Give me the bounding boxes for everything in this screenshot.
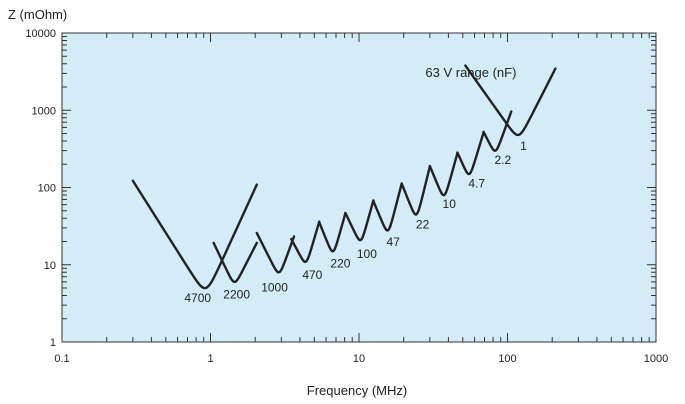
range-annotation: 63 V range (nF) — [425, 65, 516, 80]
x-tick-label: 100 — [498, 353, 516, 365]
impedance-curve-1000 — [255, 231, 296, 274]
x-tick-label: 1 — [207, 353, 213, 365]
impedance-curve-220 — [318, 212, 347, 253]
y-tick-label: 10 — [44, 260, 56, 272]
impedance-curve-4-7 — [456, 131, 485, 176]
curve-label-100: 100 — [357, 247, 377, 261]
curve-label-4-7: 4.7 — [468, 177, 485, 191]
curve-label-10: 10 — [443, 197, 457, 211]
curve-label-2200: 2200 — [223, 288, 250, 302]
y-tick-label: 1 — [50, 337, 56, 349]
curve-label-47: 47 — [387, 235, 401, 249]
y-tick-label: 10000 — [25, 28, 56, 40]
impedance-curve-4700 — [131, 179, 258, 290]
curve-label-2-2: 2.2 — [494, 153, 511, 167]
impedance-curve-100 — [344, 199, 375, 242]
impedance-curve-47 — [372, 182, 403, 232]
y-tick-label: 1000 — [32, 105, 56, 117]
curve-label-4700: 4700 — [184, 291, 211, 305]
y-tick-label: 100 — [38, 183, 56, 195]
impedance-curve-1 — [464, 64, 557, 137]
plot-background — [62, 33, 656, 342]
x-tick-label: 0.1 — [54, 353, 69, 365]
curve-labels-group: 4700 2200 1000 470 220 100 47 22 10 4.7 2.2 1 — [184, 139, 527, 305]
curve-label-470: 470 — [302, 268, 322, 282]
curve-label-220: 220 — [330, 257, 350, 271]
y-axis-title: Z (mOhm) — [8, 7, 67, 22]
impedance-curve-10 — [428, 151, 459, 197]
plot-frame — [61, 32, 657, 343]
impedance-curve-470 — [290, 220, 321, 264]
curves-group — [131, 64, 557, 290]
x-tick-label: 1000 — [644, 353, 668, 365]
impedance-curve-22 — [400, 165, 432, 216]
curve-label-22: 22 — [416, 217, 430, 231]
curve-label-1000: 1000 — [261, 281, 288, 295]
x-tick-label: 10 — [353, 353, 365, 365]
curve-label-1: 1 — [520, 139, 527, 153]
x-axis-title: Frequency (MHz) — [307, 383, 407, 398]
impedance-curve-2200 — [212, 241, 258, 284]
